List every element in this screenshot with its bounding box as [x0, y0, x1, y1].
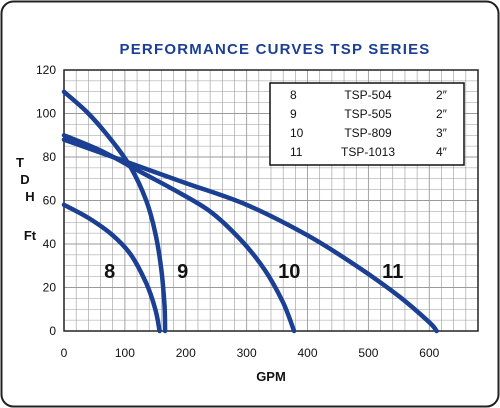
legend-model: TSP-809 — [344, 126, 392, 140]
x-tick-label: 600 — [419, 346, 439, 360]
curve-label-11: 11 — [382, 261, 403, 283]
legend-curve-number: 10 — [290, 126, 304, 140]
legend-box — [269, 82, 465, 166]
legend-model: TSP-1013 — [341, 145, 395, 159]
y-tick-label: 20 — [43, 281, 57, 295]
curve-9 — [61, 89, 168, 334]
legend-size: 3″ — [436, 126, 448, 140]
y-axis-label-letter: T — [16, 155, 24, 170]
y-axis-label-letter: H — [25, 189, 34, 204]
legend-curve-number: 11 — [290, 145, 303, 159]
plot-frame — [63, 69, 479, 332]
y-axis-label-letter: D — [20, 172, 29, 187]
curve-8 — [61, 202, 162, 334]
legend-model: TSP-505 — [344, 107, 392, 121]
x-tick-label: 0 — [61, 346, 68, 360]
y-tick-label: 120 — [36, 63, 56, 77]
curve-label-8: 8 — [104, 261, 115, 283]
curve-label-9: 9 — [177, 261, 188, 283]
legend: 8 TSP-504 2″ 9 TSP-505 2″ 10 TSP-809 3″ 11 TSP-101… — [269, 82, 465, 166]
axis-labels: GPM TDH Ft — [16, 155, 286, 384]
x-axis-label: GPM — [256, 369, 286, 384]
y-tick-label: 80 — [43, 150, 57, 164]
y-tick-label: 100 — [36, 107, 56, 121]
y-tick-label: 60 — [43, 194, 57, 208]
x-tick-label: 200 — [176, 346, 196, 360]
axis-ticks: 0 100 200 300 400 500 600 0 20 40 60 80 100 120 — [36, 63, 440, 360]
legend-size: 2″ — [436, 107, 448, 121]
curves: 8 9 10 11 — [61, 89, 439, 334]
chart-title: PERFORMANCE CURVES TSP SERIES — [120, 41, 431, 58]
curve-label-10: 10 — [278, 261, 300, 283]
y-tick-label: 0 — [49, 324, 56, 338]
legend-size: 4″ — [436, 145, 448, 159]
legend-curve-number: 9 — [290, 107, 297, 121]
x-tick-label: 300 — [237, 346, 257, 360]
legend-curve-number: 8 — [290, 88, 297, 102]
y-tick-label: 40 — [43, 237, 57, 251]
curve-11 — [61, 137, 439, 334]
legend-size: 2″ — [436, 88, 448, 102]
y-axis-unit-label: Ft — [24, 228, 37, 243]
x-tick-label: 400 — [298, 346, 318, 360]
x-tick-label: 100 — [115, 346, 135, 360]
x-tick-label: 500 — [358, 346, 378, 360]
legend-model: TSP-504 — [344, 88, 392, 102]
